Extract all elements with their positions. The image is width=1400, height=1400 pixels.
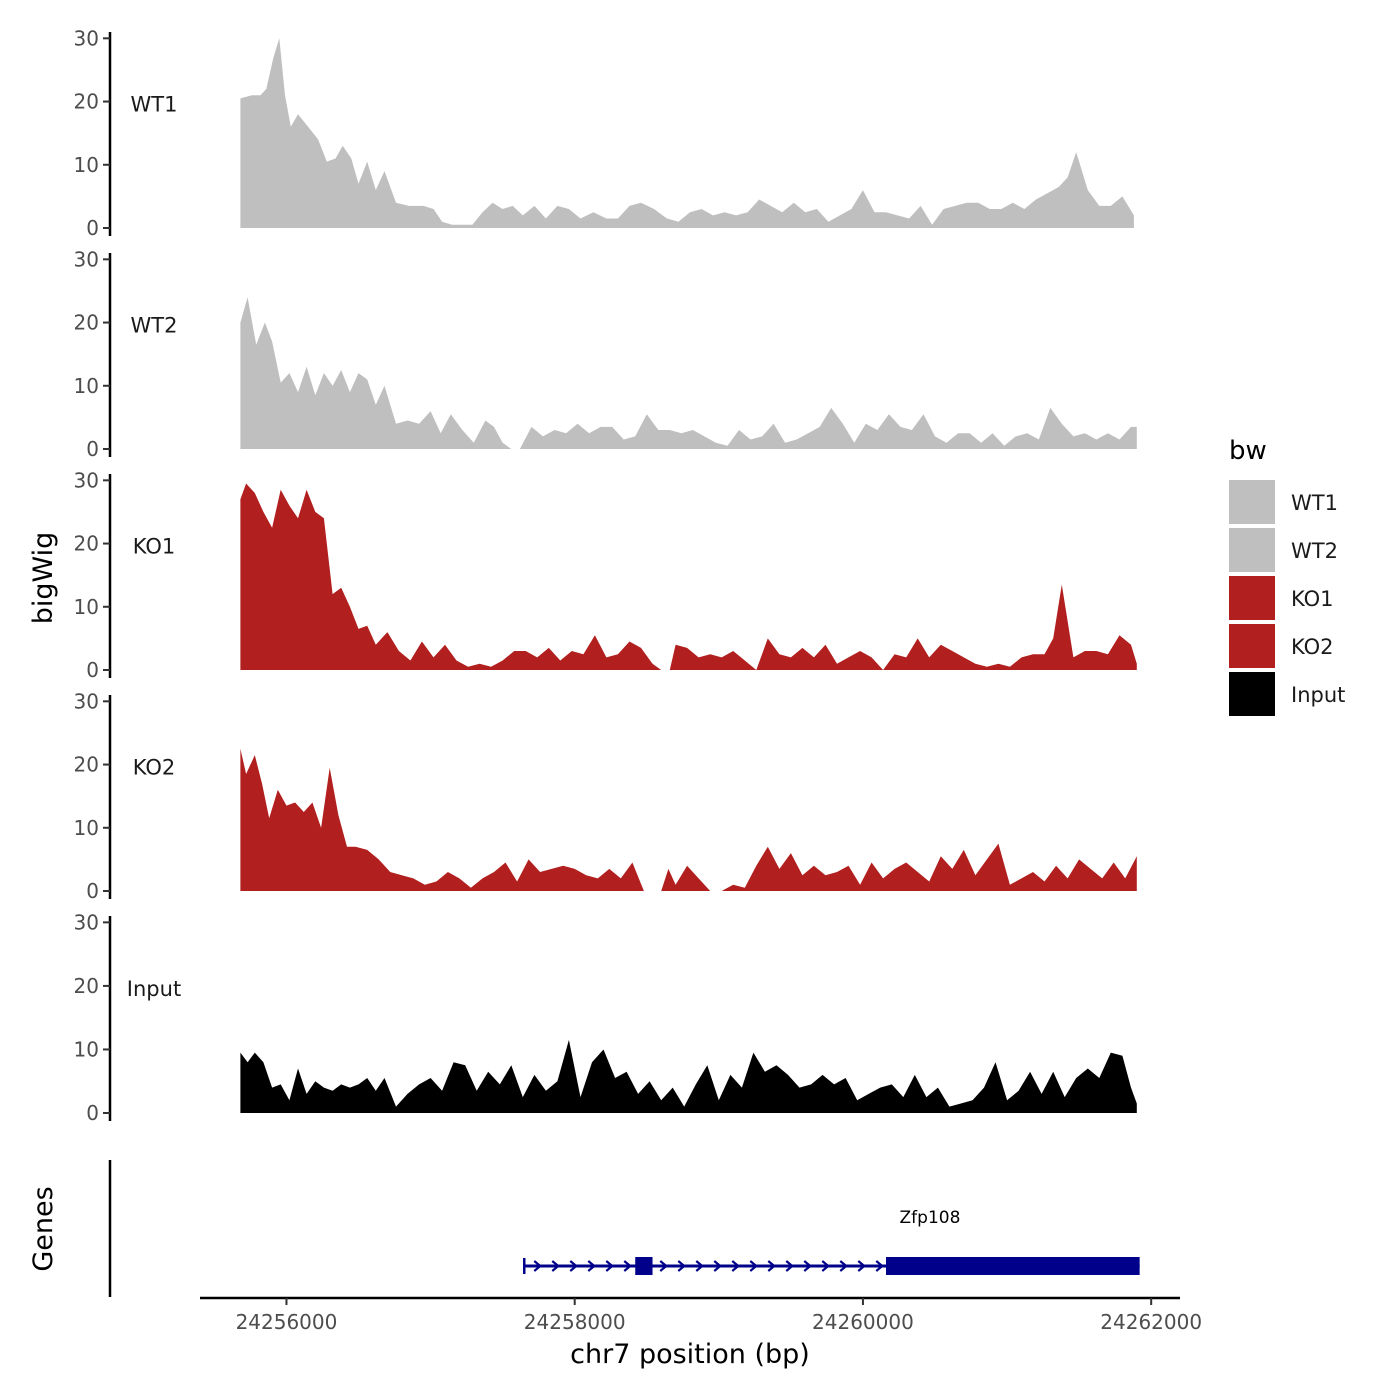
area-wt1	[240, 38, 1134, 228]
y-tick-label-wt1-0: 0	[86, 216, 99, 240]
y-axis-title: bigWig	[28, 532, 59, 625]
y-tick-label-wt1-20: 20	[74, 90, 99, 114]
track-label-ko2: KO2	[133, 756, 176, 780]
x-tick-label-24262000: 24262000	[1100, 1310, 1202, 1334]
legend-key-input	[1229, 672, 1275, 716]
y-tick-label-ko2-10: 10	[74, 816, 99, 840]
gene-strand-arrow	[677, 1260, 686, 1272]
y-tick-label-wt2-20: 20	[74, 311, 99, 335]
gene-strand-arrow	[695, 1260, 704, 1272]
gene-strand-arrow	[821, 1260, 830, 1272]
y-tick-label-ko1-10: 10	[74, 595, 99, 619]
area-ko2	[240, 748, 1137, 891]
y-tick-label-ko2-30: 30	[74, 689, 99, 713]
legend-label-ko2: KO2	[1291, 635, 1334, 659]
y-tick-label-input-20: 20	[74, 974, 99, 998]
gene-strand-arrow	[785, 1260, 794, 1272]
gene-strand-arrow	[659, 1260, 668, 1272]
track-label-input: Input	[127, 977, 181, 1001]
legend-key-wt1	[1229, 480, 1275, 524]
gene-label-zfp108: Zfp108	[900, 1208, 961, 1228]
legend-key-ko2	[1229, 624, 1275, 668]
gene-strand-arrow	[623, 1260, 632, 1272]
legend-label-wt1: WT1	[1291, 491, 1338, 515]
gene-strand-arrow	[569, 1260, 578, 1272]
gene-exon-zfp108-1	[886, 1257, 1140, 1275]
gene-strand-arrow	[839, 1260, 848, 1272]
y-tick-label-input-30: 30	[74, 910, 99, 934]
gene-strand-arrow	[713, 1260, 722, 1272]
gene-strand-arrow	[749, 1260, 758, 1272]
track-label-ko1: KO1	[133, 535, 176, 559]
y-tick-label-ko1-0: 0	[86, 658, 99, 682]
y-tick-label-ko2-0: 0	[86, 879, 99, 903]
gene-strand-arrow	[875, 1260, 884, 1272]
legend-title: bw	[1229, 436, 1267, 466]
gene-strand-arrow	[533, 1260, 542, 1272]
y-tick-label-ko1-20: 20	[74, 532, 99, 556]
legend-key-wt2	[1229, 528, 1275, 572]
y-tick-label-wt1-10: 10	[74, 153, 99, 177]
y-tick-label-wt1-30: 30	[74, 26, 99, 50]
y-tick-label-wt2-0: 0	[86, 437, 99, 461]
gene-strand-arrow	[605, 1260, 614, 1272]
gene-strand-arrow	[731, 1260, 740, 1272]
track-label-wt1: WT1	[131, 93, 178, 117]
y-tick-label-ko1-30: 30	[74, 468, 99, 492]
legend-label-wt2: WT2	[1291, 539, 1338, 563]
area-ko1	[240, 483, 1137, 670]
gene-exon-zfp108-0	[635, 1257, 653, 1275]
y-tick-label-wt2-30: 30	[74, 247, 99, 271]
x-tick-label-24258000: 24258000	[524, 1310, 626, 1334]
genes-axis-title: Genes	[28, 1186, 59, 1271]
y-tick-label-ko2-20: 20	[74, 753, 99, 777]
legend-label-ko1: KO1	[1291, 587, 1334, 611]
gene-strand-arrow	[767, 1260, 776, 1272]
y-tick-label-input-10: 10	[74, 1037, 99, 1061]
track-label-wt2: WT2	[131, 314, 178, 338]
x-tick-label-24260000: 24260000	[812, 1310, 914, 1334]
gene-strand-arrow	[857, 1260, 866, 1272]
legend-label-input: Input	[1291, 683, 1345, 707]
gene-strand-arrow	[551, 1260, 560, 1272]
y-tick-label-input-0: 0	[86, 1101, 99, 1125]
gene-strand-arrow	[803, 1260, 812, 1272]
area-input	[240, 1039, 1137, 1113]
gene-strand-arrow	[587, 1260, 596, 1272]
x-tick-label-24256000: 24256000	[236, 1310, 338, 1334]
legend-key-ko1	[1229, 576, 1275, 620]
y-tick-label-wt2-10: 10	[74, 374, 99, 398]
x-axis-title: chr7 position (bp)	[570, 1339, 810, 1370]
area-wt2	[240, 297, 1137, 449]
